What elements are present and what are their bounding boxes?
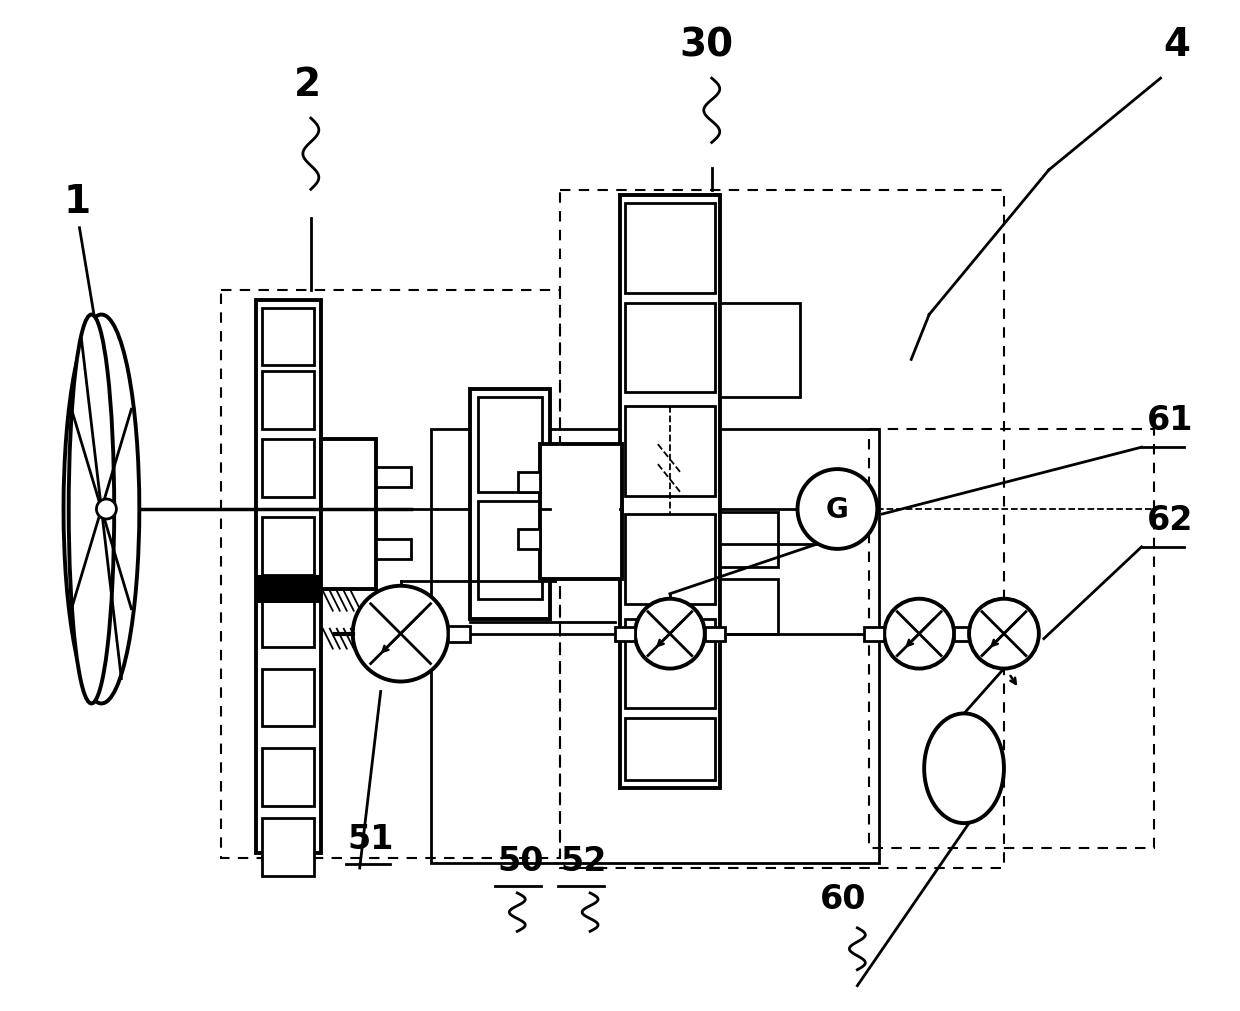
Bar xyxy=(255,300,321,853)
Bar xyxy=(541,445,622,579)
Bar xyxy=(430,430,879,863)
Bar xyxy=(615,627,635,641)
Bar xyxy=(479,501,542,600)
Text: 52: 52 xyxy=(560,844,606,878)
Bar xyxy=(620,196,719,789)
Text: 62: 62 xyxy=(1147,503,1193,537)
Bar xyxy=(479,398,542,492)
Bar xyxy=(518,472,541,492)
Bar xyxy=(262,589,314,647)
Bar xyxy=(625,619,714,709)
Bar xyxy=(470,390,551,619)
Bar xyxy=(864,627,884,641)
Bar xyxy=(262,372,314,430)
Bar xyxy=(518,530,541,549)
Circle shape xyxy=(884,600,954,669)
Circle shape xyxy=(352,586,449,681)
Text: 61: 61 xyxy=(1147,403,1193,437)
Bar xyxy=(954,627,975,641)
Bar xyxy=(376,540,410,559)
Bar xyxy=(262,818,314,877)
Bar xyxy=(560,191,1004,868)
Ellipse shape xyxy=(63,315,139,704)
Bar xyxy=(262,518,314,575)
Bar xyxy=(262,748,314,807)
Bar xyxy=(625,719,714,780)
Text: G: G xyxy=(826,495,848,524)
Bar xyxy=(321,440,376,589)
Bar xyxy=(625,515,714,605)
Circle shape xyxy=(97,499,117,520)
Text: 1: 1 xyxy=(63,183,91,220)
Ellipse shape xyxy=(68,315,114,704)
Bar xyxy=(262,669,314,727)
Ellipse shape xyxy=(924,714,1004,823)
Circle shape xyxy=(968,600,1039,669)
Bar xyxy=(625,303,714,393)
Bar xyxy=(449,626,470,642)
Bar xyxy=(704,627,724,641)
Bar xyxy=(221,290,560,858)
Circle shape xyxy=(797,470,877,549)
Bar xyxy=(719,579,777,634)
Bar xyxy=(625,406,714,496)
Circle shape xyxy=(635,600,704,669)
Text: 2: 2 xyxy=(294,66,321,104)
Bar xyxy=(255,589,321,604)
Bar xyxy=(262,308,314,366)
Text: 60: 60 xyxy=(820,882,866,915)
Bar xyxy=(719,513,777,567)
Bar xyxy=(262,440,314,497)
Text: 51: 51 xyxy=(347,822,394,855)
Bar xyxy=(625,203,714,293)
Bar xyxy=(869,430,1153,848)
Bar xyxy=(255,575,321,589)
Text: 4: 4 xyxy=(1163,26,1190,64)
Bar xyxy=(719,303,800,398)
Text: 30: 30 xyxy=(680,26,734,64)
Text: 50: 50 xyxy=(497,844,544,878)
Bar xyxy=(376,468,410,487)
